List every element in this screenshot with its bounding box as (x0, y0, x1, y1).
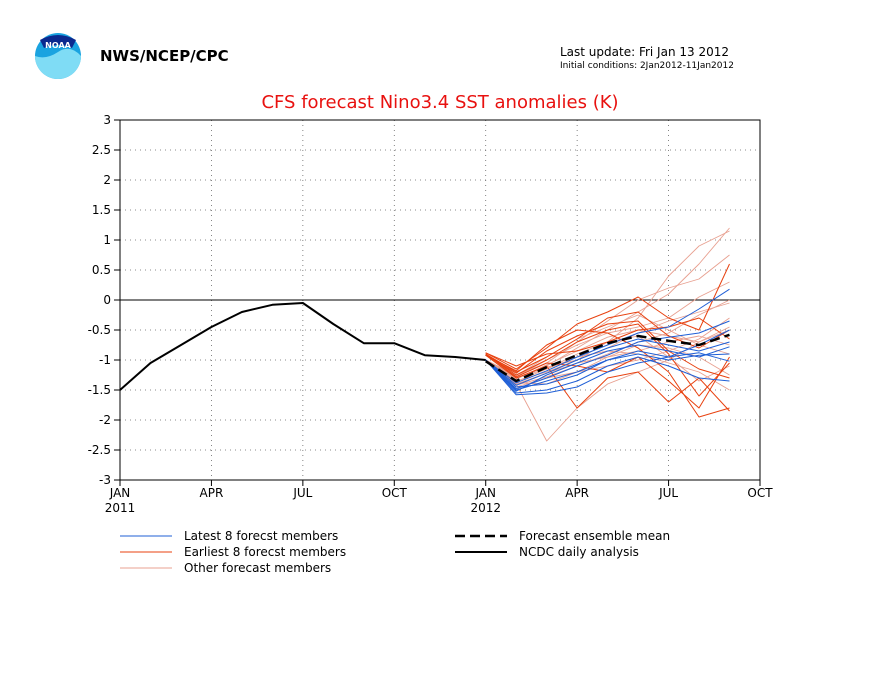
latest-member-line (485, 353, 730, 391)
ncdc-analysis-line (119, 302, 486, 391)
noaa-logo: NOAA (35, 33, 81, 79)
plot-frame (119, 119, 761, 481)
x-tick-label: OCT (382, 486, 408, 500)
latest-member-line (485, 320, 730, 390)
latest-members-series (485, 288, 730, 396)
legend-label: Latest 8 forecst members (184, 529, 338, 543)
x-tick-label: APR (200, 486, 224, 500)
y-tick-label: 3 (103, 113, 111, 127)
legend-label: Earliest 8 forecst members (184, 545, 346, 559)
x-tick-year-label: 2012 (470, 501, 501, 515)
other-member-line (485, 314, 730, 377)
other-members-series (485, 227, 730, 442)
earliest-member-line (485, 320, 730, 379)
y-tick-label: -2 (99, 413, 111, 427)
org-label: NWS/NCEP/CPC (100, 47, 229, 65)
y-tick-label: 1.5 (92, 203, 111, 217)
y-tick-label: -0.5 (88, 323, 111, 337)
y-tick-label: 2 (103, 173, 111, 187)
x-tick-label: JUL (658, 486, 678, 500)
other-member-line (485, 329, 730, 442)
other-member-line (485, 230, 730, 382)
noaa-logo-text: NOAA (45, 41, 71, 50)
x-tick-label: APR (565, 486, 589, 500)
y-tick-label: -3 (99, 473, 111, 487)
latest-member-line (485, 356, 730, 394)
chart-title: CFS forecast Nino3.4 SST anomalies (K) (261, 92, 618, 113)
last-update-text: Last update: Fri Jan 13 2012 (560, 45, 729, 59)
y-axis: 3 2.5 2 1.5 1 0.5 0 -0.5 -1 -1.5 -2 -2.5 -3 (88, 113, 120, 487)
latest-member-line (485, 338, 730, 386)
latest-member-line (485, 288, 730, 384)
other-member-line (485, 281, 730, 378)
grid-lines (120, 120, 760, 480)
y-tick-label: -2.5 (88, 443, 111, 457)
y-tick-label: 2.5 (92, 143, 111, 157)
x-tick-label: JUL (292, 486, 312, 500)
ensemble-mean-series (485, 333, 730, 383)
legend-label: Forecast ensemble mean (519, 529, 670, 543)
latest-member-line (485, 352, 730, 396)
initial-conditions-text: Initial conditions: 2Jan2012-11Jan2012 (560, 61, 734, 71)
x-tick-label: JAN (474, 486, 496, 500)
x-tick-year-label: 2011 (105, 501, 136, 515)
earliest-member-line (485, 353, 730, 409)
y-tick-label: 0.5 (92, 263, 111, 277)
y-tick-label: 0 (103, 293, 111, 307)
y-tick-label: -1 (99, 353, 111, 367)
legend: Latest 8 forecst members Earliest 8 forec… (120, 529, 670, 575)
y-tick-label: 1 (103, 233, 111, 247)
other-member-line (485, 335, 730, 385)
y-tick-label: -1.5 (88, 383, 111, 397)
ncdc-analysis-series (119, 302, 486, 391)
other-member-line (485, 326, 730, 380)
earliest-member-line (485, 354, 730, 412)
x-tick-label: OCT (747, 486, 773, 500)
earliest-member-line (485, 323, 730, 397)
x-tick-label: JAN (109, 486, 131, 500)
earliest-members-series (485, 263, 730, 418)
legend-label: NCDC daily analysis (519, 545, 639, 559)
legend-label: Other forecast members (184, 561, 331, 575)
ensemble-mean-line (485, 333, 730, 383)
